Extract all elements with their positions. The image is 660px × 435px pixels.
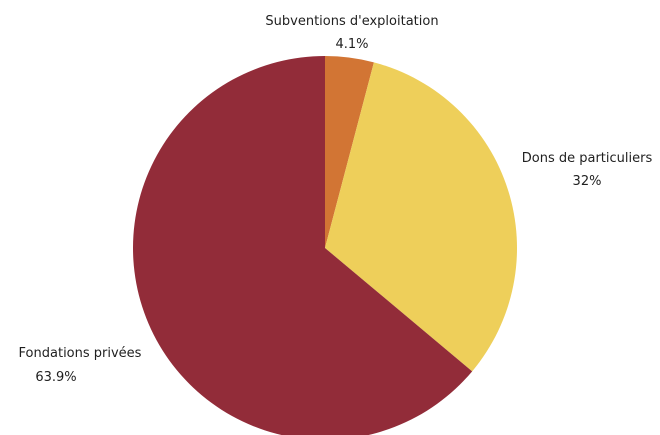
pie-slices (133, 56, 518, 435)
pie-labels: Subventions d'exploitation 4.1% Dons de … (19, 14, 653, 385)
slice-label-dons: Dons de particuliers (522, 151, 653, 166)
slice-value-fondations: 63.9% (35, 370, 76, 385)
slice-value-subventions: 4.1% (335, 37, 368, 52)
slice-fondations (133, 56, 473, 435)
slice-subventions (325, 56, 374, 248)
slice-value-dons: 32% (573, 174, 602, 189)
slice-label-subventions: Subventions d'exploitation (265, 14, 438, 29)
slice-dons (325, 62, 518, 372)
slice-label-fondations: Fondations privées (19, 346, 142, 361)
